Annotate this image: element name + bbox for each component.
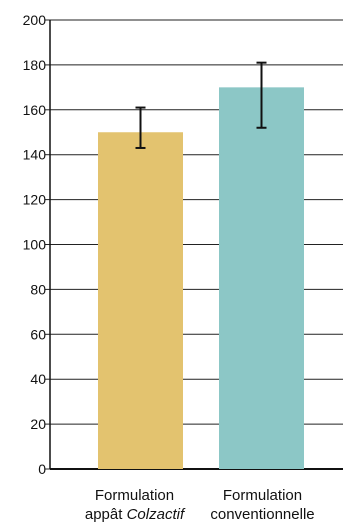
- x-category-label-run: appât: [85, 506, 127, 523]
- y-tick-label: 0: [38, 461, 46, 477]
- y-tick-label: 200: [23, 12, 47, 28]
- bar: [98, 132, 183, 469]
- x-category-label: conventionnelle: [210, 506, 314, 523]
- bar: [219, 87, 304, 469]
- x-category-label-run: Formulation: [223, 487, 302, 504]
- y-tick-label: 180: [23, 57, 47, 73]
- x-category-label: Formulation: [223, 487, 302, 504]
- y-tick-label: 160: [23, 102, 47, 118]
- y-tick-label: 60: [30, 326, 46, 342]
- category-labels: Formulation appât Colzactif Formulation con…: [85, 487, 315, 523]
- y-tick-label: 40: [30, 371, 46, 387]
- y-tick-labels: 0 20 40 60 80 100 120 140 160 180 200: [23, 12, 47, 477]
- error-bar: [256, 61, 267, 129]
- error-bar: [135, 106, 146, 149]
- x-category-label-run: Formulation: [95, 487, 174, 504]
- y-tick-label: 80: [30, 281, 46, 297]
- bars: [98, 87, 304, 469]
- x-category-label: Formulation: [95, 487, 174, 504]
- y-tick-label: 140: [23, 147, 47, 163]
- y-tick-label: 120: [23, 192, 47, 208]
- y-tick-label: 20: [30, 416, 46, 432]
- x-category-label-run: conventionnelle: [210, 506, 314, 523]
- x-category-label-run: Colzactif: [127, 506, 186, 523]
- x-category-label: appât Colzactif: [85, 506, 186, 523]
- error-bars: [135, 61, 267, 149]
- y-tick-label: 100: [23, 237, 47, 253]
